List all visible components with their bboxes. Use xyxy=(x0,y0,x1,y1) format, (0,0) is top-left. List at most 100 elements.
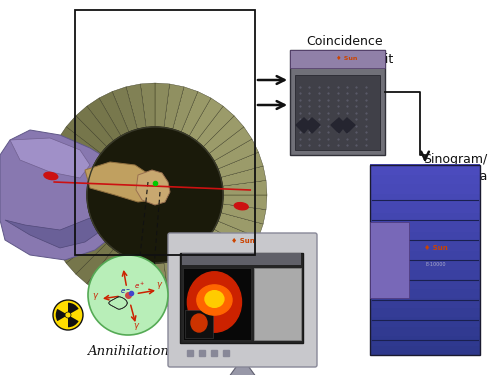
Polygon shape xyxy=(189,98,223,141)
Bar xyxy=(370,268,480,279)
Polygon shape xyxy=(99,254,129,298)
Bar xyxy=(370,231,480,241)
Circle shape xyxy=(88,255,168,335)
Text: Coincidence
Processing Unit: Coincidence Processing Unit xyxy=(297,35,393,66)
Text: $e^+$: $e^+$ xyxy=(134,281,145,291)
Bar xyxy=(370,297,480,307)
Polygon shape xyxy=(196,243,234,284)
Polygon shape xyxy=(66,116,107,154)
Circle shape xyxy=(65,312,71,318)
Ellipse shape xyxy=(188,272,242,332)
Bar xyxy=(295,75,380,150)
Bar xyxy=(75,10,255,255)
Polygon shape xyxy=(76,106,114,147)
Text: ♦ Sun: ♦ Sun xyxy=(336,56,357,61)
Bar xyxy=(370,221,480,231)
Polygon shape xyxy=(164,84,184,129)
Ellipse shape xyxy=(234,202,248,210)
Polygon shape xyxy=(126,261,146,306)
Bar xyxy=(370,306,480,317)
Polygon shape xyxy=(209,127,252,161)
Bar xyxy=(370,288,480,298)
Text: ♦ Sun: ♦ Sun xyxy=(230,238,254,244)
Wedge shape xyxy=(68,315,78,327)
Polygon shape xyxy=(58,127,101,161)
Bar xyxy=(370,326,480,336)
Bar xyxy=(370,335,480,345)
Text: ♦ Sun: ♦ Sun xyxy=(424,246,448,252)
Polygon shape xyxy=(44,166,90,186)
Circle shape xyxy=(53,300,83,330)
Polygon shape xyxy=(181,92,211,136)
Polygon shape xyxy=(203,236,244,274)
Polygon shape xyxy=(136,170,170,205)
Polygon shape xyxy=(214,221,258,251)
Bar xyxy=(370,345,480,355)
Bar xyxy=(290,50,385,155)
Text: E-10000: E-10000 xyxy=(426,262,446,267)
Bar xyxy=(370,183,480,194)
Text: $\gamma$: $\gamma$ xyxy=(133,321,140,332)
Polygon shape xyxy=(296,118,320,133)
Polygon shape xyxy=(58,229,101,263)
Bar xyxy=(180,253,303,343)
Wedge shape xyxy=(56,309,68,321)
Bar xyxy=(370,164,480,174)
Polygon shape xyxy=(126,84,146,129)
Wedge shape xyxy=(68,303,78,315)
Bar xyxy=(370,259,480,270)
Ellipse shape xyxy=(197,285,232,315)
Bar xyxy=(370,174,480,184)
Circle shape xyxy=(87,127,223,263)
Polygon shape xyxy=(5,215,110,248)
Polygon shape xyxy=(10,138,90,178)
Polygon shape xyxy=(172,87,198,132)
Polygon shape xyxy=(218,213,263,238)
Polygon shape xyxy=(155,83,170,128)
Ellipse shape xyxy=(44,172,58,180)
Polygon shape xyxy=(112,258,138,303)
Bar xyxy=(370,222,408,298)
Text: $\gamma$: $\gamma$ xyxy=(92,291,100,302)
Bar xyxy=(182,253,301,265)
Text: Annihilation: Annihilation xyxy=(87,345,169,358)
Bar xyxy=(370,278,480,288)
Bar xyxy=(370,211,480,222)
Polygon shape xyxy=(209,229,252,263)
Bar xyxy=(370,249,480,260)
Polygon shape xyxy=(189,249,223,292)
Text: $\gamma$: $\gamma$ xyxy=(156,280,164,291)
Polygon shape xyxy=(66,236,107,274)
Polygon shape xyxy=(87,249,121,292)
Polygon shape xyxy=(222,195,267,210)
Polygon shape xyxy=(155,262,170,307)
Text: Image Reconstruction: Image Reconstruction xyxy=(168,348,317,361)
Bar xyxy=(370,240,480,250)
Polygon shape xyxy=(196,106,234,147)
Bar xyxy=(370,316,480,327)
Polygon shape xyxy=(331,118,355,133)
Polygon shape xyxy=(43,180,88,195)
Polygon shape xyxy=(52,139,96,169)
Bar xyxy=(370,165,480,355)
Bar xyxy=(370,202,480,213)
Polygon shape xyxy=(218,152,263,177)
Bar xyxy=(183,268,252,340)
Polygon shape xyxy=(43,195,88,210)
Bar xyxy=(185,310,213,338)
Polygon shape xyxy=(224,365,260,375)
Text: $e^-$: $e^-$ xyxy=(120,287,131,296)
Polygon shape xyxy=(220,166,266,186)
Polygon shape xyxy=(214,139,258,169)
Polygon shape xyxy=(220,204,266,224)
Bar xyxy=(370,192,480,203)
FancyBboxPatch shape xyxy=(168,233,317,367)
Ellipse shape xyxy=(191,314,207,332)
Polygon shape xyxy=(112,87,138,132)
Polygon shape xyxy=(99,92,129,136)
Polygon shape xyxy=(87,98,121,141)
Ellipse shape xyxy=(205,291,224,308)
Bar xyxy=(254,268,300,340)
Polygon shape xyxy=(140,262,155,307)
Polygon shape xyxy=(47,213,92,238)
